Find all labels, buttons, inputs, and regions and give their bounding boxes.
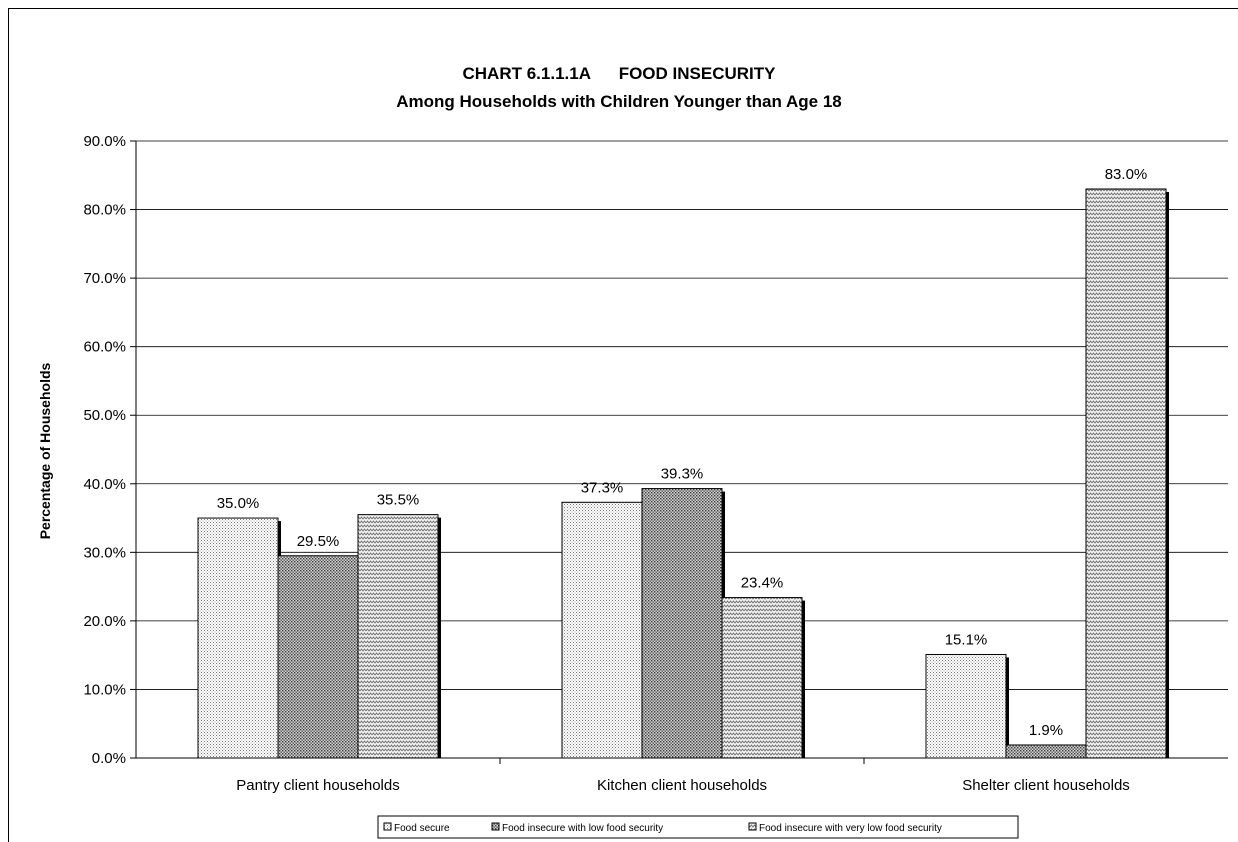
y-tick-label: 90.0%: [83, 133, 126, 150]
labels: 0.0% 10.0% 20.0% 30.0% 40.0% 50.0% 60.0% 70.0% 8…: [83, 133, 1147, 794]
category-label: Shelter client households: [962, 777, 1130, 794]
y-tick-label: 20.0%: [83, 613, 126, 630]
data-label: 15.1%: [945, 631, 988, 648]
category-label: Pantry client households: [236, 777, 399, 794]
data-label: 29.5%: [297, 533, 340, 550]
axes: [130, 140, 1228, 764]
y-tick-label: 30.0%: [83, 544, 126, 561]
legend-label: Food insecure with very low food securit…: [759, 823, 942, 834]
data-label: 23.4%: [741, 575, 784, 592]
data-label: 83.0%: [1105, 166, 1148, 183]
bar: [641, 488, 723, 759]
bar: [925, 653, 1007, 759]
legend-label: Food insecure with low food security: [502, 823, 663, 834]
y-tick-label: 60.0%: [83, 339, 126, 356]
bar: [357, 514, 439, 759]
legend-label: Food secure: [394, 823, 450, 834]
y-tick-label: 70.0%: [83, 270, 126, 287]
y-tick-label: 50.0%: [83, 407, 126, 424]
legend-swatch: [491, 822, 500, 831]
bars: [197, 188, 1169, 759]
bar: [1085, 188, 1167, 759]
bar: [721, 597, 803, 759]
legend-swatch: [383, 822, 392, 831]
y-axis-title: Percentage of Households: [37, 362, 53, 539]
data-label: 1.9%: [1029, 722, 1063, 739]
legend-box: [377, 815, 1019, 839]
legend: Food secure Food insecure with low food s…: [377, 815, 1019, 839]
category-label: Kitchen client households: [597, 777, 767, 794]
bar: [561, 501, 643, 759]
bar: [1005, 744, 1087, 759]
chart-title: CHART 6.1.1.1A FOOD INSECURITY: [463, 64, 777, 83]
chart-subtitle: Among Households with Children Younger t…: [396, 92, 842, 111]
y-tick-label: 10.0%: [83, 681, 126, 698]
y-tick-label: 80.0%: [83, 202, 126, 219]
y-tick-label: 40.0%: [83, 476, 126, 493]
data-label: 39.3%: [661, 466, 704, 483]
data-label: 35.5%: [377, 492, 420, 509]
y-tick-label: 0.0%: [92, 750, 126, 767]
data-label: 35.0%: [217, 495, 260, 512]
legend-swatch: [748, 822, 757, 831]
data-label: 37.3%: [581, 479, 624, 496]
bar: [197, 517, 279, 759]
bar: [277, 555, 359, 759]
chart-frame: [8, 8, 1238, 842]
